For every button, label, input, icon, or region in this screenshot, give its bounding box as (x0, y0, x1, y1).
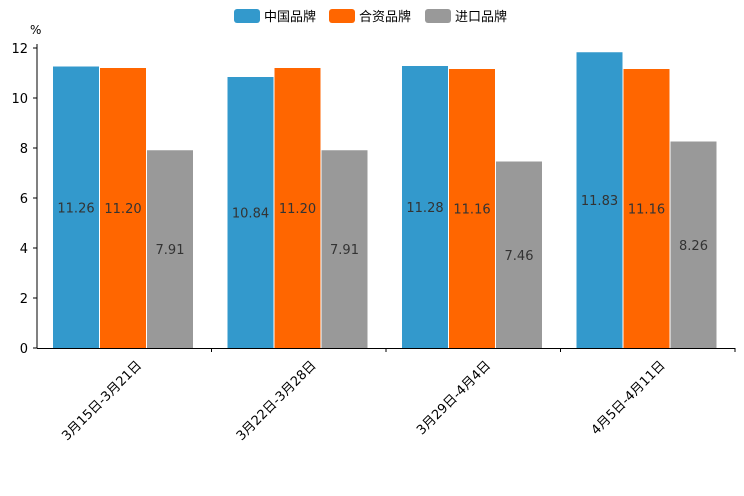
y-tick-label: 10 (11, 92, 28, 107)
data-labels: 11.26 11.20 7.91 10.84 11.20 7.91 11.28 11.16 7.… (57, 194, 708, 264)
data-label: 11.20 (279, 202, 316, 217)
data-label: 11.20 (104, 202, 141, 217)
bar (321, 150, 368, 348)
bar (274, 68, 321, 348)
y-tick-label: 2 (20, 292, 28, 307)
legend-label: 中国品牌 (264, 9, 316, 25)
y-tick-label: 12 (11, 42, 28, 57)
bar (100, 68, 146, 348)
data-label: 7.91 (156, 243, 185, 258)
data-label: 7.91 (330, 243, 359, 258)
y-tick-label: 4 (20, 242, 28, 257)
data-label: 11.83 (581, 194, 618, 209)
legend-swatch (425, 9, 451, 23)
bar (53, 66, 99, 348)
y-axis: 0 2 4 6 8 10 12 (11, 42, 38, 357)
bar (623, 69, 670, 348)
bar (576, 52, 623, 348)
x-axis: 3月15日-3月21日 3月22日-3月28日 3月29日-4月4日 4月5日-4月1… (37, 348, 736, 444)
legend-swatch (234, 9, 260, 23)
x-category-label: 4月5日-4月11日 (589, 358, 669, 438)
data-label: 11.16 (628, 203, 665, 218)
bars (53, 52, 717, 348)
legend: 中国品牌 合资品牌 进口品牌 (234, 9, 507, 25)
x-category-label: 3月22日-3月28日 (234, 358, 320, 444)
x-category-label: 3月15日-3月21日 (59, 358, 145, 444)
y-axis-unit: % (30, 23, 41, 37)
data-label: 7.46 (505, 249, 534, 264)
data-label: 11.16 (453, 203, 490, 218)
bar (670, 141, 717, 348)
bar (449, 69, 495, 348)
data-label: 11.28 (406, 201, 443, 216)
bar (496, 161, 542, 348)
data-label: 11.26 (57, 201, 94, 216)
bar (402, 66, 448, 348)
y-tick-label: 8 (20, 142, 28, 157)
legend-label: 合资品牌 (359, 9, 411, 25)
data-label: 8.26 (679, 239, 708, 254)
legend-label: 进口品牌 (455, 9, 507, 25)
y-tick-label: 6 (20, 192, 28, 207)
data-label: 10.84 (232, 207, 269, 222)
bar (227, 77, 274, 348)
legend-swatch (329, 9, 355, 23)
bar (147, 150, 193, 348)
x-category-label: 3月29日-4月4日 (414, 358, 494, 438)
y-tick-label: 0 (20, 342, 28, 357)
